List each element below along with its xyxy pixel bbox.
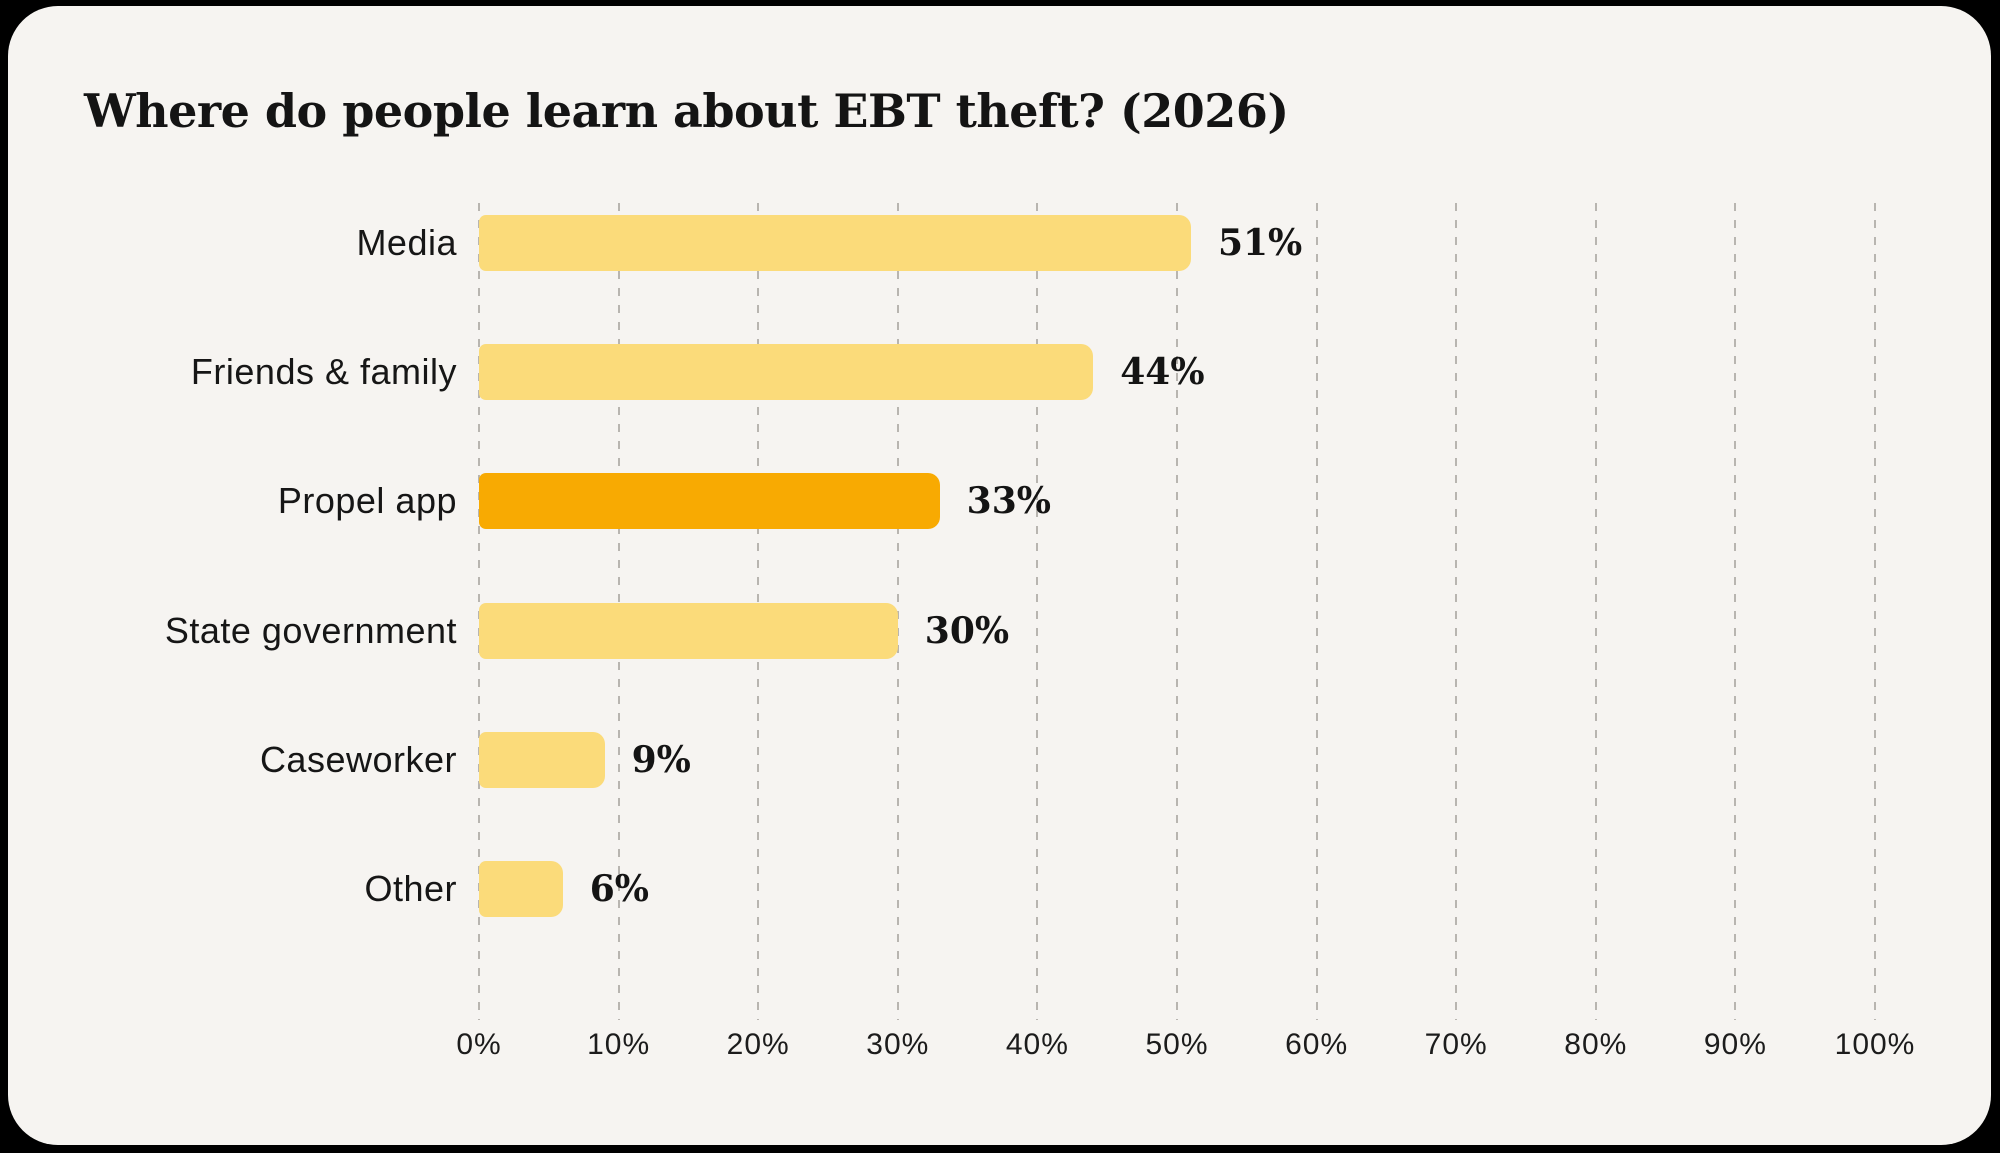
gridline-40pct [1036, 203, 1039, 1020]
value-label-other: 6% [589, 868, 650, 910]
value-label-friends-family: 44% [1120, 351, 1205, 394]
value-label-media: 51% [1217, 222, 1303, 264]
x-axis-tick-label: 50% [1145, 1028, 1209, 1061]
gridline-100pct [1874, 203, 1876, 1020]
x-axis-tick-label: 100% [1834, 1028, 1916, 1061]
x-axis-tick-label: 30% [866, 1028, 930, 1061]
chart-card [8, 6, 1991, 1145]
gridline-50pct [1176, 203, 1178, 1020]
bar-state-government [479, 602, 898, 659]
category-label-propel-app: Propel app [277, 480, 457, 522]
bar-caseworker [479, 731, 605, 788]
gridline-30pct [896, 203, 899, 1020]
gridline-70pct [1455, 203, 1458, 1020]
x-axis-tick-label: 40% [1005, 1028, 1069, 1061]
gridline-80pct [1594, 203, 1597, 1020]
gridline-60pct [1315, 203, 1318, 1020]
bar-media [479, 215, 1191, 271]
value-label-state-government: 30% [924, 609, 1010, 652]
x-axis-tick-label: 60% [1285, 1028, 1349, 1061]
x-axis-tick-label: 80% [1564, 1028, 1628, 1061]
bar-friends-family [479, 344, 1094, 401]
x-axis-tick-label: 10% [587, 1028, 651, 1061]
category-label-state-government: State government [164, 609, 457, 651]
gridline-90pct [1734, 203, 1737, 1020]
chart-title: Where do people learn about EBT theft? (… [84, 84, 1289, 138]
x-axis-tick-label: 20% [726, 1028, 790, 1061]
category-label-friends-family: Friends & family [190, 351, 457, 393]
category-label-media: Media [356, 222, 457, 263]
category-label-other: Other [364, 868, 457, 909]
value-label-caseworker: 9% [631, 738, 691, 781]
x-axis-tick-label: 0% [456, 1028, 502, 1061]
bar-propel-app [479, 473, 940, 530]
x-axis-tick-label: 90% [1703, 1028, 1767, 1061]
bar-other [479, 861, 563, 917]
x-axis-tick-label: 70% [1424, 1028, 1488, 1061]
value-label-propel-app: 33% [966, 480, 1051, 523]
category-label-caseworker: Caseworker [259, 738, 457, 780]
